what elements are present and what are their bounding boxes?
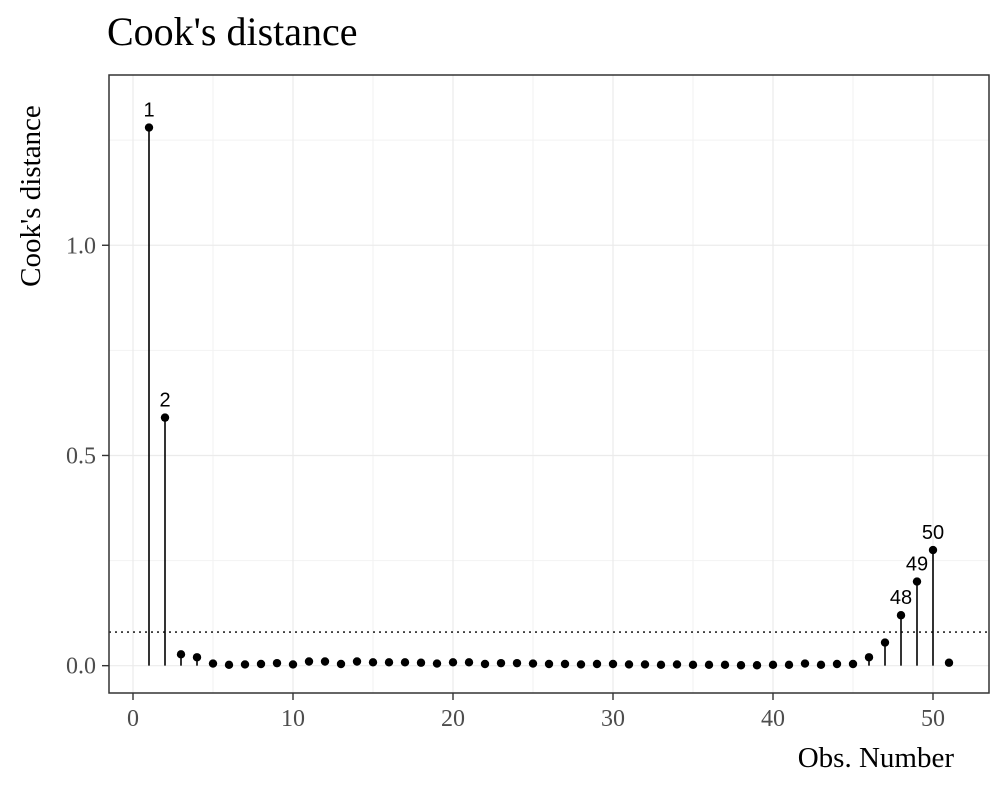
data-point — [448, 658, 458, 667]
point-label-50: 50 — [922, 522, 944, 544]
data-point — [384, 658, 394, 667]
data-point — [208, 659, 218, 668]
y-tick-label: 0.5 — [66, 443, 96, 469]
point-label-48: 48 — [890, 587, 912, 609]
x-tick-label: 10 — [281, 706, 305, 732]
x-axis-title: Obs. Number — [798, 742, 955, 774]
x-axis: 0 10 20 30 40 50 — [127, 693, 945, 732]
data-point — [672, 660, 682, 669]
data-point — [224, 660, 234, 670]
data-point — [640, 660, 650, 669]
data-point — [544, 659, 554, 669]
data-point — [144, 123, 154, 132]
data-point — [912, 577, 922, 586]
point-label-49: 49 — [906, 554, 928, 576]
data-point — [416, 658, 426, 667]
data-point — [400, 658, 410, 667]
point-labels: 1 2 48 49 50 — [143, 100, 944, 610]
point-label-2: 2 — [159, 390, 170, 412]
chart-title: Cook's distance — [107, 9, 358, 54]
data-point — [624, 660, 634, 669]
data-point — [272, 658, 282, 668]
data-point — [784, 660, 794, 670]
data-point — [304, 657, 314, 666]
data-point — [656, 660, 666, 670]
data-point — [528, 659, 538, 668]
y-axis: 0.0 0.5 1.0 — [66, 233, 109, 680]
data-point — [496, 658, 506, 668]
data-point — [160, 413, 170, 422]
data-point — [768, 660, 778, 670]
x-tick-label: 50 — [921, 706, 945, 732]
data-point — [816, 660, 826, 670]
data-point — [320, 657, 330, 666]
data-point — [944, 658, 954, 667]
data-point — [192, 653, 202, 662]
plot-panel-border — [108, 74, 990, 694]
x-tick-label: 0 — [127, 706, 139, 732]
data-point — [352, 657, 362, 666]
data-point — [288, 660, 298, 669]
plot-panel-background — [109, 75, 989, 693]
data-point — [752, 661, 762, 670]
y-tick-label: 0.0 — [66, 654, 96, 680]
data-point — [720, 660, 730, 670]
x-tick-label: 20 — [441, 706, 465, 732]
x-tick-label: 40 — [761, 706, 785, 732]
data-point — [240, 660, 250, 669]
data-point — [432, 659, 442, 668]
y-tick-label: 1.0 — [66, 233, 96, 259]
data-point — [480, 659, 490, 669]
data-point — [880, 638, 890, 647]
data-point — [560, 659, 570, 669]
data-point — [736, 661, 746, 670]
data-point — [608, 659, 618, 669]
data-point — [592, 659, 602, 669]
data-point — [864, 653, 874, 662]
data-point — [256, 659, 266, 669]
y-axis-title: Cook's distance — [15, 105, 47, 287]
data-point — [368, 658, 378, 667]
data-point — [928, 545, 938, 555]
data-point — [832, 659, 842, 669]
x-tick-label: 30 — [601, 706, 625, 732]
data-point — [688, 660, 698, 670]
data-point — [848, 659, 858, 669]
data-point — [464, 658, 474, 667]
data-point — [896, 611, 906, 620]
data-point — [800, 659, 810, 668]
data-point — [576, 660, 586, 669]
data-point — [704, 660, 714, 670]
data-point — [512, 658, 522, 668]
point-label-1: 1 — [143, 100, 154, 122]
data-point — [336, 659, 346, 669]
data-points — [144, 123, 954, 670]
data-point — [176, 650, 186, 659]
